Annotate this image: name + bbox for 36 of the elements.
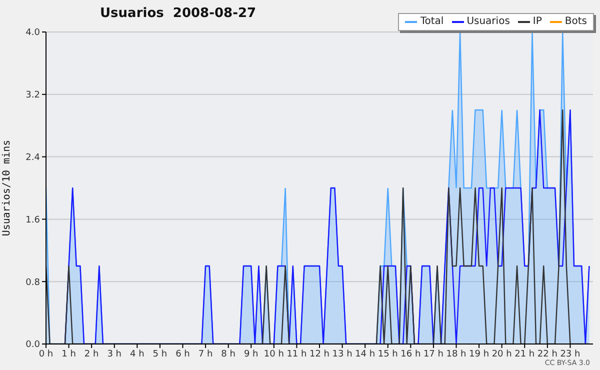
x-tick-label: 10 h [264, 349, 284, 360]
x-tick-label: 18 h [446, 349, 466, 360]
x-tick-label: 23 h [560, 349, 580, 360]
x-tick-label: 19 h [469, 349, 490, 360]
x-tick-label: 3 h [107, 349, 122, 360]
x-tick-label: 1 h [62, 349, 76, 360]
y-tick-label: 0.0 [26, 340, 40, 350]
x-tick-label: 2 h [84, 349, 99, 360]
x-tick-label: 13 h [332, 349, 352, 360]
x-tick-label: 8 h [221, 349, 236, 360]
chart-title: Usuarios 2008-08-27 [100, 6, 256, 21]
x-tick-label: 4 h [130, 349, 144, 360]
x-tick-label: 17 h [423, 349, 444, 360]
x-tick-label: 14 h [355, 349, 376, 360]
x-tick-label: 15 h [378, 349, 398, 360]
legend-label: IP [532, 16, 542, 28]
legend-label: Total [419, 16, 444, 28]
x-tick-label: 9 h [244, 349, 258, 360]
legend-label: Usuarios [466, 16, 510, 28]
y-tick-label: 4.0 [26, 28, 40, 38]
y-tick-label: 0.8 [26, 278, 40, 288]
x-tick-label: 6 h [176, 349, 190, 360]
y-tick-label: 2.4 [26, 152, 40, 163]
x-tick-label: 12 h [309, 349, 330, 360]
x-tick-label: 7 h [198, 349, 213, 360]
y-tick-label: 1.6 [26, 215, 40, 226]
y-tick-label: 3.2 [26, 90, 40, 101]
x-tick-label: 22 h [537, 349, 558, 360]
x-tick-label: 11 h [286, 349, 307, 360]
x-tick-label: 16 h [400, 349, 421, 360]
x-tick-label: 21 h [514, 349, 535, 360]
x-tick-label: 0 h [38, 349, 54, 360]
legend-label: Bots [564, 16, 587, 28]
x-tick-label: 20 h [492, 349, 512, 360]
y-axis-title: Usuarios/10 mins [2, 140, 13, 236]
x-tick-label: 5 h [152, 349, 168, 360]
